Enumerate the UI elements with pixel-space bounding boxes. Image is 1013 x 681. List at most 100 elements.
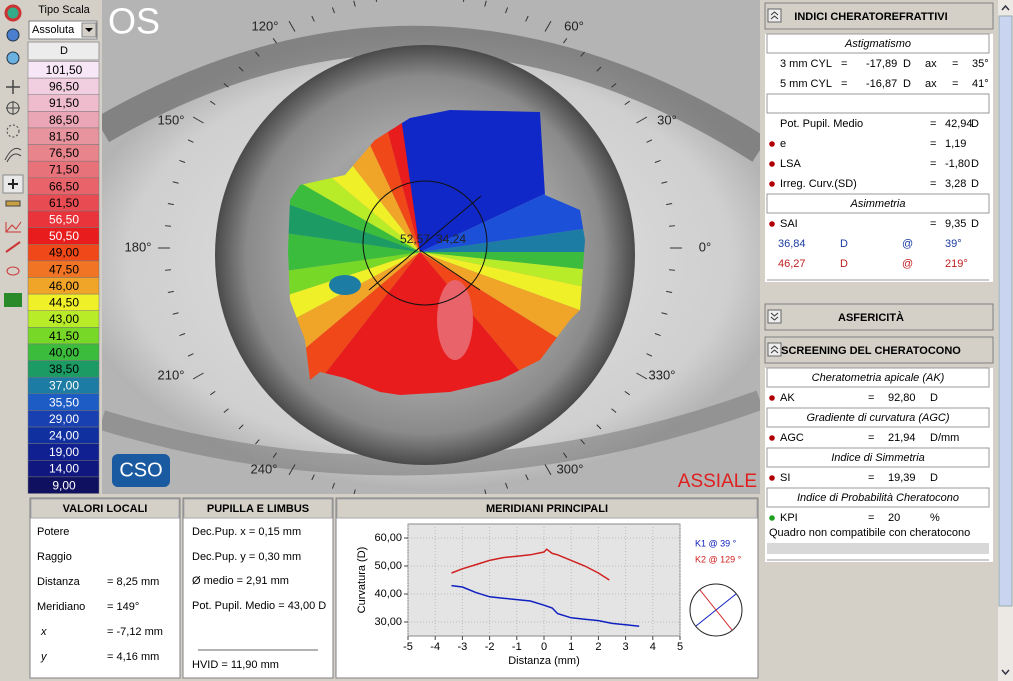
index-cell: SAI: [780, 218, 798, 230]
index-cell: 20: [888, 512, 900, 524]
angle-tick: [167, 290, 174, 293]
section-header[interactable]: [764, 2, 994, 30]
legend-entry: K1 @ 39 °: [695, 538, 737, 548]
tool-icon[interactable]: [6, 266, 20, 276]
meridians-chart: -5 -4 -3 -2 -1 0 1 2 3 4 5 30,00 40,00 50,00 60,00 Dist…: [356, 523, 742, 667]
map-patch: [329, 275, 361, 295]
tool-icon[interactable]: [5, 221, 22, 233]
local-value: = 4,16 mm: [107, 651, 159, 663]
angle-tick: [353, 489, 356, 494]
tool-icon[interactable]: [4, 147, 22, 163]
angle-tick: [580, 51, 585, 57]
series-line: [451, 584, 640, 627]
angle-label: 210°: [158, 367, 185, 382]
status-bullet: [769, 435, 775, 441]
scale-type-dropdown[interactable]: [28, 20, 98, 40]
group-heading-text: Astigmatismo: [844, 38, 911, 50]
tool-icon[interactable]: [5, 200, 21, 207]
scale-label: 37,00: [49, 379, 79, 393]
tool-icon[interactable]: [5, 241, 21, 253]
angle-tick: [666, 203, 673, 206]
section-header[interactable]: [764, 336, 994, 364]
index-cell: 42,94: [945, 118, 973, 130]
x-tick-label: 1: [568, 641, 574, 653]
angle-tick: [661, 312, 668, 315]
index-cell: =: [930, 178, 936, 190]
index-cell: =: [952, 78, 958, 90]
index-cell: D: [903, 58, 911, 70]
local-value: = 8,25 mm: [107, 576, 159, 588]
map-sector: [420, 252, 585, 390]
angle-tick: [624, 390, 630, 396]
tool-icon[interactable]: [6, 124, 20, 138]
index-cell: D: [971, 158, 979, 170]
angle-tick: [210, 390, 216, 396]
local-label: Meridiano: [37, 601, 85, 613]
x-tick-label: -2: [485, 641, 495, 653]
angle-tick: [311, 474, 315, 481]
tool-icon[interactable]: [4, 4, 22, 22]
angle-tick: [484, 0, 487, 7]
center-value: 34,24: [436, 232, 466, 246]
angle-tick: [187, 353, 194, 357]
scale-label: 101,50: [46, 63, 83, 77]
section-body: [765, 34, 993, 282]
logo-text: CSO: [119, 459, 162, 481]
map-sector: [288, 252, 420, 333]
index-cell: -16,87: [866, 78, 897, 90]
index-cell: -17,89: [866, 58, 897, 70]
tool-icon[interactable]: [4, 293, 22, 307]
tool-icon[interactable]: [6, 28, 20, 42]
group-heading-text: Indice di Probabilità Cheratocono: [797, 492, 959, 504]
color-scale: 101,50 96,50 91,50 86,50 81,50 76,50 71,50 66,5…: [27, 61, 100, 494]
scale-label: 81,50: [49, 129, 79, 143]
pupil-value: Pot. Pupil. Medio = 43,00 D: [192, 600, 326, 612]
angle-tick: [580, 439, 585, 445]
index-cell: =: [868, 392, 874, 404]
map-sector: [420, 252, 585, 341]
index-cell: 3 mm CYL: [780, 58, 832, 70]
map-sector: [288, 252, 585, 395]
index-cell: SI: [780, 472, 790, 484]
index-cell: ax: [925, 78, 937, 90]
map-sector: [288, 252, 420, 395]
scale-label: 38,50: [49, 362, 79, 376]
group-heading: [766, 193, 990, 214]
map-sector: [420, 252, 585, 395]
index-cell: =: [841, 78, 847, 90]
y-axis-label: Curvatura (D): [356, 547, 368, 614]
angle-label: 240°: [251, 461, 278, 476]
angle-label: 180°: [125, 239, 152, 254]
angle-label: 30°: [657, 112, 677, 127]
tool-icon[interactable]: [6, 51, 20, 65]
index-cell: Irreg. Curv.(SD): [780, 178, 857, 190]
x-tick-label: 4: [650, 641, 656, 653]
collapse-icon: [770, 11, 779, 20]
group-heading: [766, 407, 990, 428]
angle-tick: [238, 424, 244, 430]
x-tick-label: -3: [458, 641, 468, 653]
tool-icon[interactable]: [6, 80, 20, 94]
angle-tick: [636, 372, 648, 380]
x-tick-label: -4: [430, 641, 440, 653]
angle-ticks: [158, 0, 682, 494]
section-header[interactable]: [764, 303, 994, 331]
scale-label: 49,00: [49, 246, 79, 260]
logo: [112, 454, 170, 487]
angle-tick: [164, 269, 171, 271]
angle-tick: [311, 15, 315, 22]
pupil-value: Dec.Pup. y = 0,30 mm: [192, 551, 301, 563]
angle-tick: [636, 116, 648, 124]
local-value: = 149°: [107, 601, 139, 613]
x-tick-label: 3: [623, 641, 629, 653]
index-cell: D: [930, 392, 938, 404]
tool-icon[interactable]: [6, 101, 20, 115]
scale-label: 50,50: [49, 229, 79, 243]
local-values-panel: [29, 497, 181, 679]
map-sector: [420, 215, 585, 252]
scroll-arrows[interactable]: [1001, 4, 1010, 676]
group-heading: [766, 93, 990, 114]
verdict-bar: [767, 543, 989, 554]
x-tick-label: -5: [403, 641, 413, 653]
scroll-thumb[interactable]: [998, 15, 1013, 607]
